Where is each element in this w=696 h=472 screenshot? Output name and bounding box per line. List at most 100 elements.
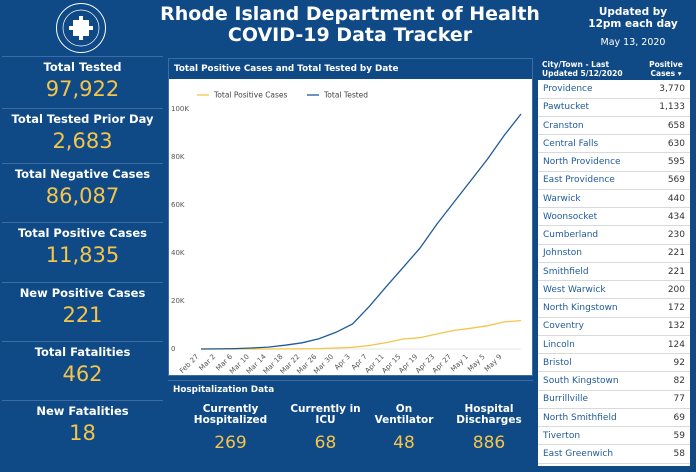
stat-value: 86,087 <box>45 184 120 208</box>
city-row: Central Falls 630 <box>538 135 690 154</box>
hosp-currently-in-icu: Currently in ICU 68 <box>283 404 368 454</box>
title-line-1: Rhode Island Department of Health <box>160 3 540 25</box>
city-cases-table: City/Town - Last Updated 5/12/2020 Posit… <box>538 58 690 466</box>
city-name: West Warwick <box>543 284 606 295</box>
city-name: Central Falls <box>543 138 599 149</box>
stat-label: Total Tested Prior Day <box>11 112 154 126</box>
city-positive-cases: 221 <box>667 248 685 259</box>
city-name: East Providence <box>543 175 615 186</box>
city-positive-cases: 58 <box>673 449 685 459</box>
legend-label: Total Tested <box>323 91 368 100</box>
hosp-label: Currently Hospitalized <box>193 403 268 426</box>
x-tick-label: Mar 2 <box>198 353 218 373</box>
y-tick-label: 100K <box>171 105 189 113</box>
city-name: East Greenwich <box>543 449 614 459</box>
x-tick-label: Feb 27 <box>178 353 200 375</box>
x-tick-label: Apr 27 <box>431 353 453 375</box>
city-positive-cases: 92 <box>673 357 685 368</box>
city-name: Tiverton <box>543 430 581 441</box>
city-positive-cases: 59 <box>673 430 685 441</box>
stat-new-positive-cases: New Positive Cases 221 <box>2 282 163 336</box>
city-positive-cases: 77 <box>673 394 685 405</box>
page-title: Rhode Island Department of Health COVID-… <box>130 4 570 46</box>
stat-new-fatalities: New Fatalities 18 <box>2 400 163 454</box>
city-name: Woonsocket <box>543 211 598 222</box>
update-note: Updated by 12pm each day <box>576 6 690 30</box>
y-tick-label: 0 <box>171 345 175 353</box>
x-tick-label: May 5 <box>466 353 487 374</box>
city-row: Pawtucket 1,133 <box>538 98 690 117</box>
legend-label: Total Positive Cases <box>213 91 288 100</box>
stat-value: 11,835 <box>45 243 120 267</box>
city-name: North Smithfield <box>543 412 617 423</box>
header: Rhode Island Department of Health COVID-… <box>0 0 696 53</box>
city-row: North Kingstown 172 <box>538 299 690 318</box>
city-row: South Kingstown 82 <box>538 372 690 391</box>
hosp-value: 68 <box>314 433 337 453</box>
city-positive-cases: 630 <box>667 138 685 149</box>
city-positive-cases: 172 <box>667 303 685 313</box>
x-tick-label: May 9 <box>483 353 504 374</box>
cases-column-label: Positive Cases <box>649 60 683 78</box>
x-tick-label: May 1 <box>449 353 470 374</box>
city-name: Smithfield <box>543 266 589 277</box>
city-name: North Providence <box>543 157 621 167</box>
city-row: Warwick 440 <box>538 190 690 208</box>
city-row: East Providence 569 <box>538 171 690 190</box>
city-row: Smithfield 221 <box>538 263 690 281</box>
stat-label: Total Fatalities <box>34 345 131 359</box>
city-row: West Warwick 200 <box>538 281 690 300</box>
stat-label: Total Tested <box>43 60 122 74</box>
city-row: Johnston 221 <box>538 244 690 263</box>
city-positive-cases: 230 <box>667 230 685 240</box>
city-positive-cases: 3,770 <box>659 84 685 94</box>
city-positive-cases: 124 <box>667 339 685 350</box>
city-row: Cranston 658 <box>538 117 690 135</box>
stat-total-positive-cases: Total Positive Cases 11,835 <box>2 222 163 276</box>
hosp-discharges: Hospital Discharges 886 <box>446 404 532 454</box>
stat-label: New Fatalities <box>36 404 129 418</box>
city-name: South Kingstown <box>543 376 619 386</box>
city-positive-cases: 658 <box>667 120 685 131</box>
stat-label: New Positive Cases <box>19 286 146 300</box>
sort-down-icon: ▾ <box>677 69 682 78</box>
city-positive-cases: 434 <box>667 211 685 222</box>
hosp-value: 269 <box>214 433 247 453</box>
city-row: Lincoln 124 <box>538 336 690 354</box>
y-tick-label: 40K <box>171 249 185 257</box>
city-column-header: City/Town - Last Updated 5/12/2020 <box>542 60 623 78</box>
city-name: Warwick <box>543 193 581 204</box>
stat-value: 2,683 <box>52 129 113 153</box>
y-tick-label: 20K <box>171 297 185 305</box>
cases-tested-chart-panel: Total Positive Cases and Total Tested by… <box>168 58 533 376</box>
city-positive-cases: 200 <box>667 284 685 295</box>
city-row: Woonsocket 434 <box>538 208 690 227</box>
city-name: Providence <box>543 84 593 94</box>
stat-label: Total Negative Cases <box>14 167 151 181</box>
update-date: May 13, 2020 <box>600 37 666 48</box>
city-name: Burrillville <box>543 394 588 405</box>
chart-heading: Total Positive Cases and Total Tested by… <box>169 59 532 79</box>
ri-health-seal-logo <box>56 3 106 53</box>
y-tick-label: 80K <box>171 153 185 161</box>
city-positive-cases: 595 <box>667 157 685 167</box>
city-positive-cases: 1,133 <box>659 102 685 113</box>
hosp-on-ventilator: On Ventilator 48 <box>370 404 438 454</box>
city-name: Cumberland <box>543 230 599 240</box>
stat-total-tested: Total Tested 97,922 <box>2 56 163 110</box>
city-name: Lincoln <box>543 339 575 350</box>
city-row: East Greenwich 58 <box>538 445 690 464</box>
city-positive-cases: 69 <box>673 412 685 423</box>
stat-total-tested-prior-day: Total Tested Prior Day 2,683 <box>2 108 163 162</box>
city-name: Pawtucket <box>543 102 590 113</box>
city-table-header: City/Town - Last Updated 5/12/2020 Posit… <box>538 58 690 80</box>
stat-value: 462 <box>62 362 103 386</box>
series-line-0 <box>201 319 522 350</box>
city-positive-cases: 440 <box>667 193 685 204</box>
city-name: Coventry <box>543 321 584 332</box>
city-positive-cases: 82 <box>673 376 685 386</box>
stat-total-negative-cases: Total Negative Cases 86,087 <box>2 163 163 217</box>
cases-column-header-sort[interactable]: Positive Cases ▾ <box>644 60 688 78</box>
hosp-currently-hospitalized: Currently Hospitalized 269 <box>183 403 278 454</box>
